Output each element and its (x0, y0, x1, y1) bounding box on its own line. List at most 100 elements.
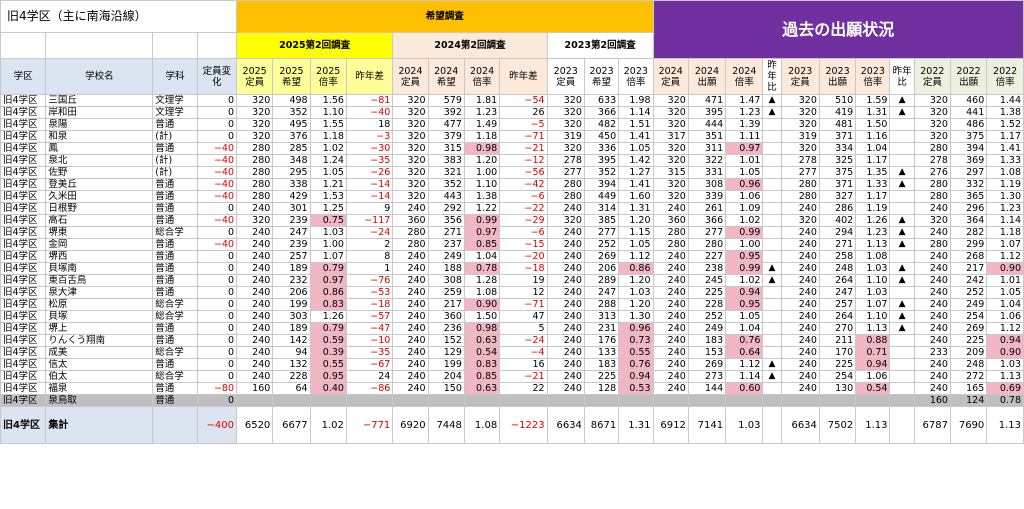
cell[interactable]: 0.99 (463, 214, 501, 227)
column-header[interactable]: 学科 (152, 58, 198, 95)
cell[interactable]: 0.95 (309, 370, 347, 383)
cell[interactable]: 1.05 (725, 310, 764, 323)
cell[interactable]: 泉大津 (45, 286, 154, 299)
cell[interactable]: 1.04 (986, 298, 1024, 311)
cell[interactable]: 0.96 (725, 178, 764, 191)
column-header[interactable]: 昨年比 (762, 58, 782, 95)
cell[interactable]: 280 (546, 178, 585, 191)
cell[interactable]: 0.40 (309, 382, 347, 395)
cell[interactable]: 225 (583, 370, 620, 383)
cell[interactable]: 240 (235, 334, 274, 347)
cell[interactable]: 和泉 (45, 130, 154, 143)
cell[interactable]: 395 (583, 154, 620, 167)
cell[interactable]: 1.10 (855, 274, 891, 287)
cell[interactable]: 普通 (152, 286, 198, 299)
cell[interactable]: 19 (499, 274, 548, 287)
cell[interactable]: 206 (583, 262, 620, 275)
cell[interactable]: 1.26 (855, 214, 891, 227)
cell[interactable]: 1.55 (309, 118, 347, 131)
cell[interactable]: 0.60 (725, 382, 764, 395)
cell[interactable]: 240 (392, 370, 429, 383)
cell[interactable]: 240 (546, 238, 585, 251)
cell[interactable]: 貝塚 (45, 310, 154, 323)
cell[interactable]: −47 (345, 322, 394, 335)
cell[interactable]: −26 (345, 166, 394, 179)
cell[interactable]: 313 (583, 310, 620, 323)
cell[interactable] (762, 310, 782, 323)
cell[interactable] (762, 334, 782, 347)
column-header[interactable]: 2023定員 (546, 58, 585, 95)
cell[interactable]: 1.14 (986, 214, 1024, 227)
cell[interactable]: 1.24 (309, 154, 347, 167)
cell[interactable]: 240 (913, 202, 951, 215)
cell[interactable] (762, 154, 782, 167)
cell[interactable]: 188 (427, 262, 465, 275)
cell[interactable]: 1.44 (986, 94, 1024, 107)
cell[interactable]: ▲ (889, 322, 915, 335)
cell[interactable]: 貝塚南 (45, 262, 154, 275)
cell[interactable]: 240 (235, 274, 274, 287)
cell[interactable]: 0 (196, 334, 238, 347)
cell[interactable]: 320 (652, 94, 689, 107)
cell[interactable]: ▲ (889, 178, 915, 191)
cell[interactable] (762, 298, 782, 311)
cell[interactable]: 280 (780, 190, 820, 203)
cell[interactable]: 240 (546, 250, 585, 263)
cell[interactable]: 320 (392, 154, 429, 167)
cell[interactable]: 1.20 (463, 154, 501, 167)
cell[interactable]: 240 (780, 202, 820, 215)
cell[interactable]: 久米田 (45, 190, 154, 203)
cell[interactable]: 0.55 (618, 346, 654, 359)
cell[interactable]: 0.55 (309, 358, 347, 371)
cell[interactable] (762, 346, 782, 359)
cell[interactable]: 199 (427, 358, 465, 371)
cell[interactable]: 240 (780, 358, 820, 371)
sheet-title[interactable]: 旧4学区（主に南海沿線） (0, 0, 237, 33)
cell[interactable] (889, 406, 915, 444)
column-header[interactable]: 2023倍率 (855, 58, 891, 95)
cell[interactable]: 289 (583, 274, 620, 287)
cell[interactable]: −30 (345, 142, 394, 155)
cell[interactable]: 0.76 (725, 334, 764, 347)
cell[interactable]: 旧4学区 (0, 238, 47, 251)
cell[interactable]: 登美丘 (45, 178, 154, 191)
cell[interactable] (725, 394, 764, 407)
cell[interactable]: 327 (818, 190, 857, 203)
cell[interactable]: (計) (152, 166, 198, 179)
cell[interactable]: 261 (687, 202, 727, 215)
cell[interactable]: 1.13 (855, 322, 891, 335)
cell[interactable]: 481 (818, 118, 857, 131)
cell[interactable]: −35 (345, 154, 394, 167)
cell[interactable]: 225 (949, 334, 988, 347)
cell[interactable]: 240 (546, 298, 585, 311)
cell[interactable]: 旧4学区 (0, 346, 47, 359)
cell[interactable]: 1.31 (618, 406, 654, 444)
cell[interactable]: 160 (913, 394, 951, 407)
cell[interactable]: 240 (652, 202, 689, 215)
cell[interactable]: 7502 (818, 406, 857, 444)
cell[interactable]: −40 (196, 166, 238, 179)
cell[interactable]: 旧4学区 (0, 118, 47, 131)
cell[interactable]: 0.95 (725, 298, 764, 311)
cell[interactable]: ▲ (889, 238, 915, 251)
cell[interactable] (427, 394, 465, 407)
column-header[interactable]: 2024出願 (687, 58, 727, 95)
cell[interactable]: 旧4学区 (0, 106, 47, 119)
cell[interactable]: 0.85 (463, 370, 501, 383)
cell[interactable]: 堺上 (45, 322, 154, 335)
cell[interactable]: 1.60 (618, 190, 654, 203)
cell[interactable]: 総合学 (152, 310, 198, 323)
cell[interactable]: 394 (583, 178, 620, 191)
cell[interactable]: 225 (687, 286, 727, 299)
cell[interactable] (889, 130, 915, 143)
cell[interactable]: 240 (780, 274, 820, 287)
cell[interactable] (889, 370, 915, 383)
cell[interactable]: 375 (949, 130, 988, 143)
cell[interactable]: 1.03 (618, 286, 654, 299)
cell[interactable] (889, 118, 915, 131)
cell[interactable]: 高石 (45, 214, 154, 227)
cell[interactable]: 1.02 (725, 214, 764, 227)
cell[interactable]: 240 (392, 274, 429, 287)
cell[interactable]: 297 (949, 166, 988, 179)
cell[interactable] (762, 202, 782, 215)
